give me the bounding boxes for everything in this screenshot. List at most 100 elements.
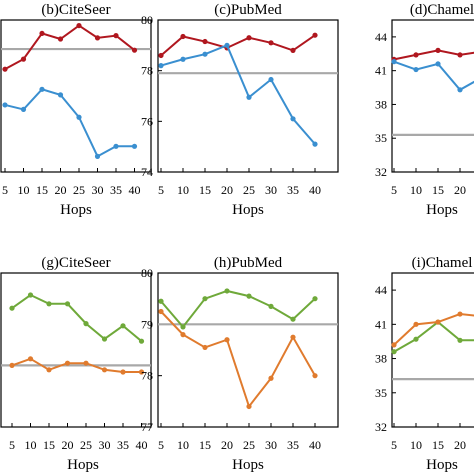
- data-point-blue: [268, 76, 274, 83]
- data-point-green: [120, 323, 126, 329]
- data-point-green: [83, 321, 89, 327]
- data-point-blue: [246, 94, 252, 100]
- data-point-green: [413, 336, 419, 342]
- data-point-green: [312, 296, 318, 302]
- panel-title: (d)Chamel: [410, 2, 474, 18]
- x-tick-label: 25: [243, 438, 255, 452]
- x-tick-label: 10: [410, 438, 422, 452]
- data-point-blue: [224, 42, 230, 48]
- data-point-blue: [457, 87, 463, 93]
- data-point-green: [202, 296, 208, 302]
- x-tick-label: 20: [55, 183, 67, 197]
- data-point-blue: [290, 116, 296, 122]
- data-point-orange: [413, 321, 419, 327]
- x-axis-label: Hops: [232, 457, 264, 473]
- data-point-red: [131, 47, 138, 53]
- data-point-orange: [180, 332, 186, 338]
- y-tick-label: 80: [141, 266, 153, 280]
- data-point-green: [290, 316, 296, 322]
- y-tick-label: 32: [375, 165, 387, 179]
- x-tick-label: 30: [92, 183, 104, 197]
- plot-frame: [391, 19, 474, 173]
- series-line-red: [4, 24, 136, 71]
- data-point-blue: [435, 61, 441, 67]
- y-tick-label: 77: [141, 420, 153, 434]
- x-tick-label: 25: [73, 183, 85, 197]
- data-point-orange: [290, 334, 296, 340]
- x-tick-label: 5: [391, 438, 397, 452]
- x-tick-label: 30: [99, 438, 111, 452]
- data-point-green: [9, 305, 15, 311]
- data-point-orange: [224, 337, 230, 343]
- data-point-orange: [312, 373, 318, 379]
- data-point-red: [94, 35, 101, 41]
- x-tick-label: 5: [158, 183, 164, 197]
- data-point-green: [391, 349, 397, 355]
- data-point-orange: [27, 356, 34, 362]
- data-point-orange: [268, 375, 274, 381]
- series-line-blue: [393, 60, 474, 92]
- x-tick-label: 10: [410, 183, 422, 197]
- data-point-red: [435, 47, 441, 54]
- x-tick-label: 5: [2, 183, 8, 197]
- series-line-green: [393, 320, 474, 353]
- data-point-orange: [64, 360, 71, 366]
- series-line-blue: [160, 44, 316, 145]
- x-axis-label: Hops: [426, 457, 458, 473]
- data-point-blue: [312, 141, 318, 147]
- data-point-blue: [131, 143, 138, 149]
- data-point-orange: [435, 319, 441, 325]
- data-point-red: [246, 35, 252, 41]
- x-axis-label: Hops: [426, 202, 458, 218]
- x-tick-label: 20: [454, 438, 466, 452]
- data-point-green: [180, 324, 186, 330]
- x-tick-label: 5: [9, 438, 15, 452]
- y-tick-label: 41: [375, 317, 387, 331]
- data-point-red: [158, 52, 164, 59]
- data-point-green: [64, 301, 71, 307]
- x-tick-label: 40: [309, 438, 321, 452]
- plot-frame: [157, 272, 339, 428]
- x-tick-label: 5: [158, 438, 164, 452]
- data-point-blue: [391, 59, 397, 65]
- y-tick-label: 74: [141, 165, 153, 179]
- series-line-orange: [11, 357, 142, 373]
- data-point-green: [268, 303, 274, 309]
- y-tick-label: 35: [375, 131, 387, 145]
- chart-panel-1: (b)CiteSeer 5 10 15 20 25 30 35 40 Hops: [0, 2, 152, 218]
- x-tick-label: 15: [199, 183, 211, 197]
- y-tick-label: 44: [375, 283, 387, 297]
- x-tick-label: 20: [221, 438, 233, 452]
- x-tick-label: 20: [221, 183, 233, 197]
- data-point-blue: [180, 56, 186, 62]
- x-tick-label: 25: [80, 438, 92, 452]
- data-point-blue: [20, 106, 27, 113]
- panel-title: (h)PubMed: [214, 255, 283, 271]
- y-tick-label: 44: [375, 30, 387, 44]
- data-point-blue: [202, 51, 208, 57]
- data-point-blue: [39, 86, 45, 92]
- chart-panel-5: (h)PubMed 5 10 15 20 25 30 35 40 Hops 77 78 79 80: [141, 255, 339, 473]
- x-tick-label: 40: [309, 183, 321, 197]
- x-tick-label: 35: [287, 438, 299, 452]
- data-point-blue: [57, 92, 64, 98]
- y-tick-label: 78: [141, 64, 153, 78]
- data-point-green: [246, 293, 252, 299]
- x-tick-label: 15: [432, 438, 444, 452]
- panel-title: (c)PubMed: [214, 2, 282, 18]
- plot-frame: [157, 19, 339, 173]
- x-tick-label: 25: [243, 183, 255, 197]
- x-tick-label: 10: [177, 183, 189, 197]
- data-point-red: [39, 30, 45, 37]
- series-line-orange: [160, 310, 316, 409]
- data-point-green: [46, 301, 52, 307]
- data-point-red: [413, 52, 419, 58]
- y-tick-label: 80: [141, 13, 153, 27]
- series-line-red: [160, 34, 316, 57]
- series-line-blue: [4, 88, 135, 158]
- x-tick-label: 15: [199, 438, 211, 452]
- data-point-orange: [83, 360, 89, 366]
- data-point-green: [224, 288, 230, 294]
- data-point-orange: [391, 342, 397, 348]
